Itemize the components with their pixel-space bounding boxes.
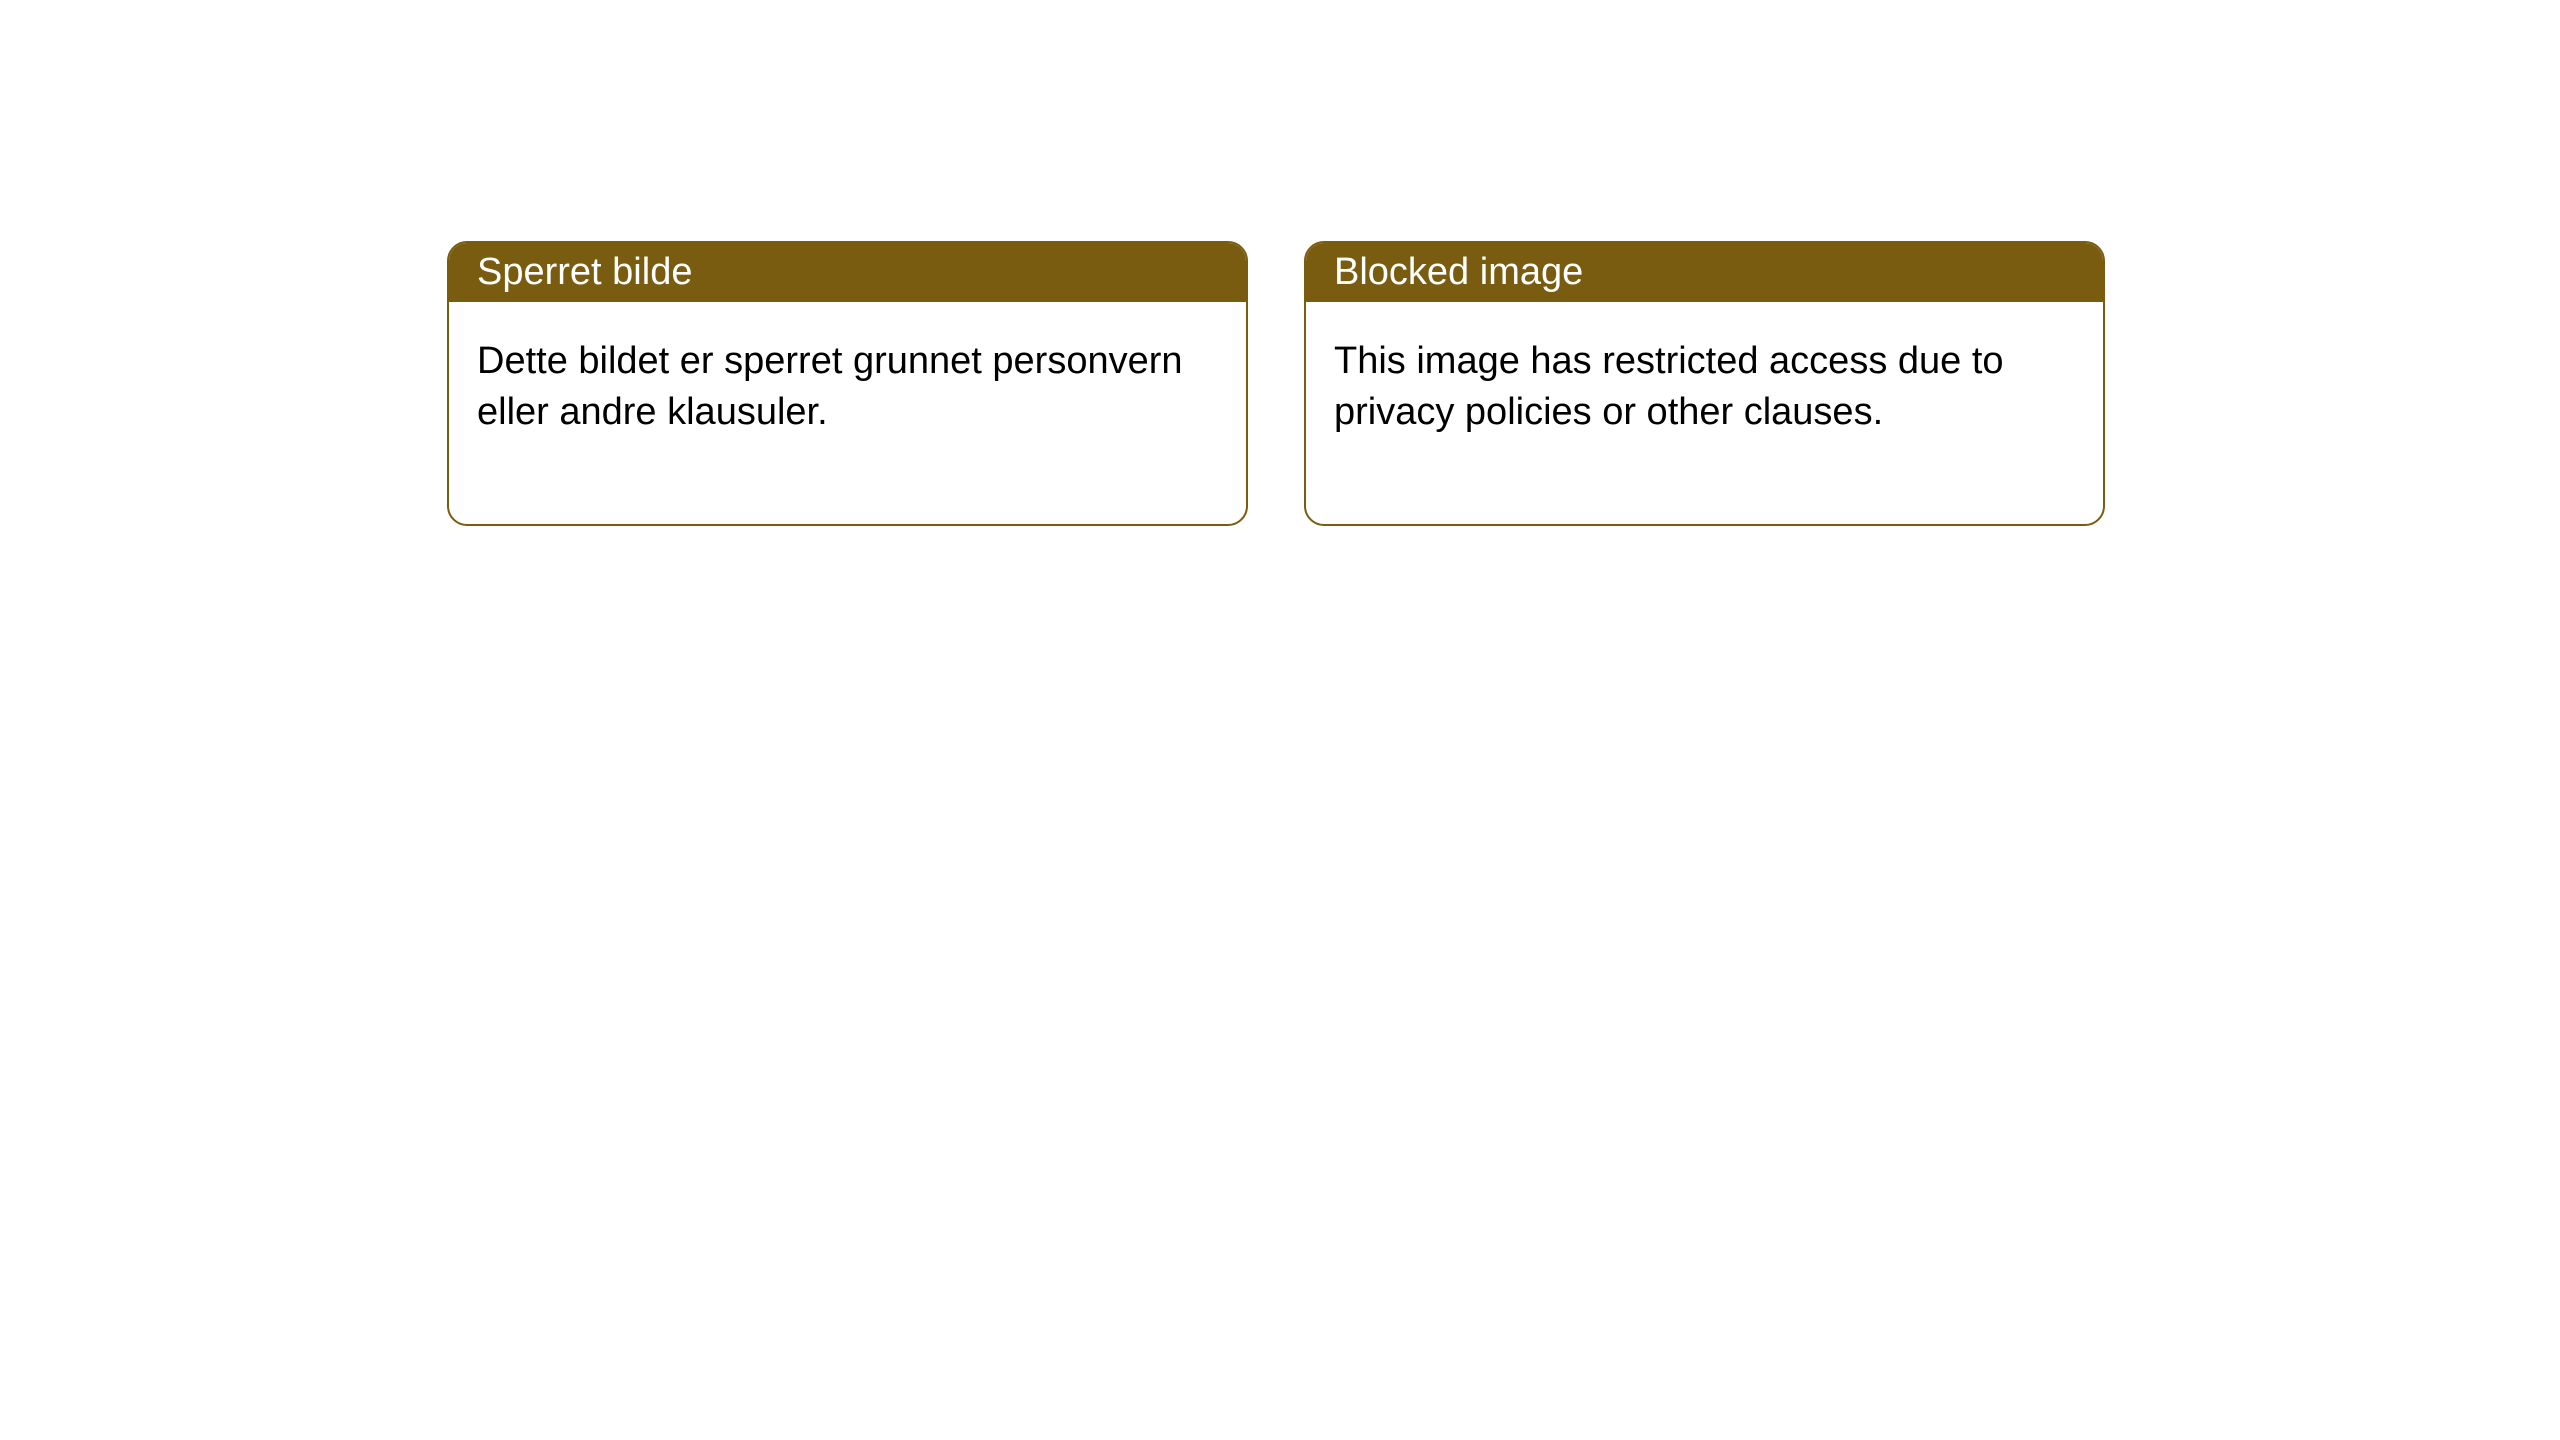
card-header-en: Blocked image xyxy=(1306,243,2103,302)
card-header-no: Sperret bilde xyxy=(449,243,1246,302)
card-container: Sperret bilde Dette bildet er sperret gr… xyxy=(0,0,2560,526)
card-body-text-en: This image has restricted access due to … xyxy=(1334,340,2004,433)
blocked-image-card-en: Blocked image This image has restricted … xyxy=(1304,241,2105,526)
card-title-no: Sperret bilde xyxy=(477,251,692,293)
blocked-image-card-no: Sperret bilde Dette bildet er sperret gr… xyxy=(447,241,1248,526)
card-body-en: This image has restricted access due to … xyxy=(1306,302,2103,524)
card-body-text-no: Dette bildet er sperret grunnet personve… xyxy=(477,340,1183,433)
card-title-en: Blocked image xyxy=(1334,251,1583,293)
card-body-no: Dette bildet er sperret grunnet personve… xyxy=(449,302,1246,524)
